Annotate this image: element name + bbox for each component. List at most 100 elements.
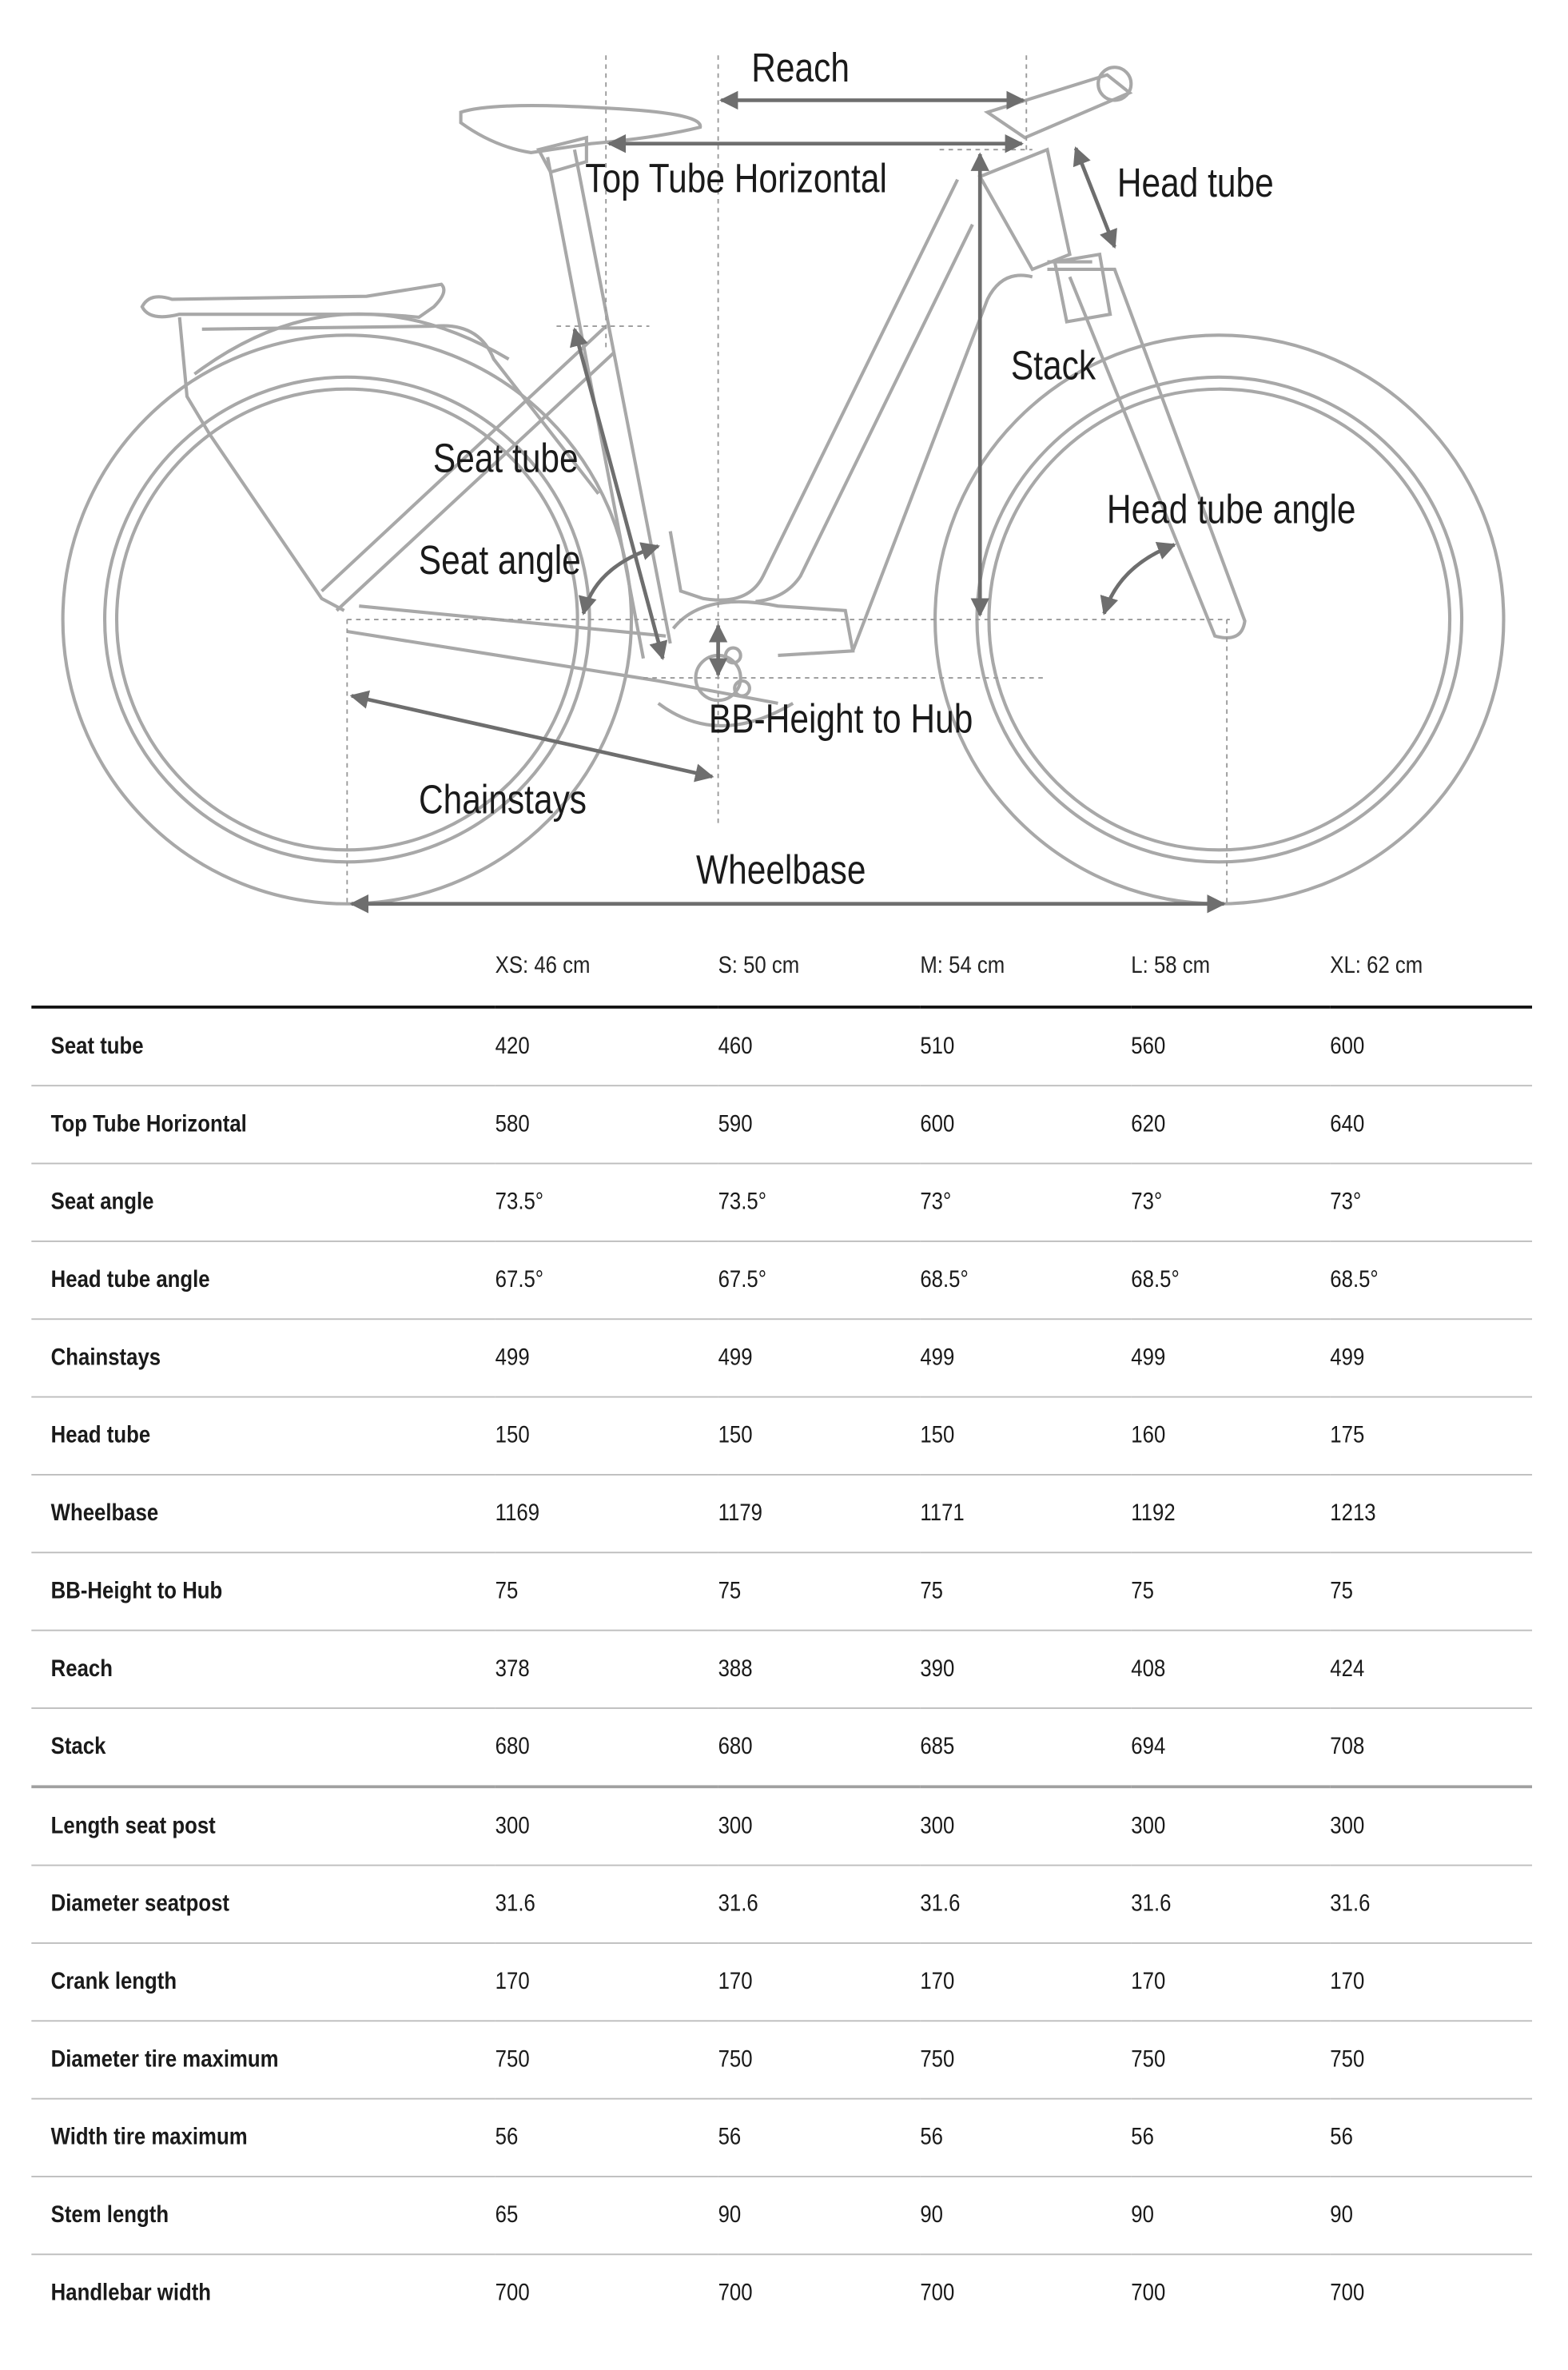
header-text: XL: 62 cm xyxy=(1330,953,1423,979)
table-row: Top Tube Horizontal 580 590 600 620 640 xyxy=(31,1085,1533,1164)
cell-value: 175 xyxy=(1330,1397,1532,1475)
cell-value: 700 xyxy=(1330,2254,1532,2331)
cell-text: 378 xyxy=(495,1655,530,1682)
cell-text: 300 xyxy=(718,1813,753,1838)
header-size-xl: XL: 62 cm xyxy=(1330,928,1532,1007)
cell-value: 68.5° xyxy=(1330,1241,1532,1319)
table-row: Chainstays 499 499 499 499 499 xyxy=(31,1319,1533,1397)
table-row: Head tube angle 67.5° 67.5° 68.5° 68.5° 68.5° xyxy=(31,1241,1533,1320)
cell-value: 390 xyxy=(920,1631,1131,1708)
cell-value: 499 xyxy=(718,1319,921,1396)
cell-text: 75 xyxy=(920,1578,943,1603)
cell-text: 1169 xyxy=(495,1500,540,1526)
seatpost-clamp xyxy=(535,135,588,174)
cell-text: 73.5° xyxy=(718,1189,767,1215)
cell-text: 708 xyxy=(1330,1733,1365,1759)
cell-value: 160 xyxy=(1131,1397,1330,1475)
row-label-text: Width tire maximum xyxy=(50,2124,248,2150)
row-label-text: Handlebar width xyxy=(50,2280,212,2305)
cell-value: 90 xyxy=(718,2177,921,2254)
cell-text: 90 xyxy=(1330,2201,1353,2228)
table-row: BB-Height to Hub 75 75 75 75 75 xyxy=(31,1552,1533,1631)
cell-value: 31.6 xyxy=(1131,1866,1330,1943)
cell-value: 73° xyxy=(920,1164,1131,1241)
label-seat-angle: Seat angle xyxy=(418,538,581,584)
bike-geometry-diagram: Reach Top Tube Horizontal Head tube Stac… xyxy=(0,0,1568,928)
cell-text: 56 xyxy=(1131,2124,1154,2150)
label-head-tube-angle: Head tube angle xyxy=(1106,487,1356,532)
header-text: M: 54 cm xyxy=(920,953,1005,979)
cell-text: 31.6 xyxy=(1330,1890,1371,1917)
cell-text: 750 xyxy=(1330,2046,1365,2072)
label-wheelbase: Wheelbase xyxy=(696,847,866,893)
cell-text: 31.6 xyxy=(1131,1890,1172,1917)
cell-value: 750 xyxy=(1330,2021,1532,2098)
cell-text: 300 xyxy=(920,1813,955,1838)
cell-text: 170 xyxy=(718,1968,753,1994)
cell-text: 499 xyxy=(920,1344,955,1370)
label-chainstays: Chainstays xyxy=(418,777,587,823)
cell-text: 300 xyxy=(495,1813,530,1838)
cell-value: 300 xyxy=(920,1786,1131,1865)
saddle xyxy=(459,104,702,155)
row-label: Reach xyxy=(31,1631,495,1708)
cell-text: 700 xyxy=(1330,2280,1365,2305)
row-label: Length seat post xyxy=(31,1786,495,1865)
row-label: Chainstays xyxy=(31,1319,495,1396)
cell-value: 170 xyxy=(1330,1943,1532,2021)
cell-text: 67.5° xyxy=(495,1266,544,1293)
label-stack: Stack xyxy=(1010,343,1096,388)
head-tube xyxy=(977,147,1072,272)
row-label: Diameter seatpost xyxy=(31,1866,495,1943)
cell-text: 170 xyxy=(495,1968,530,1994)
cell-text: 700 xyxy=(1131,2280,1166,2305)
cell-text: 700 xyxy=(495,2280,530,2305)
chainstays-arrow xyxy=(349,690,714,783)
cell-text: 170 xyxy=(920,1968,955,1994)
cell-text: 90 xyxy=(1131,2201,1154,2228)
header-size-s: S: 50 cm xyxy=(718,928,921,1007)
cell-value: 620 xyxy=(1131,1085,1330,1163)
cell-text: 750 xyxy=(1131,2046,1166,2072)
cell-value: 708 xyxy=(1330,1708,1532,1786)
head-tube-arrow xyxy=(1073,146,1117,249)
table-row: Seat tube 420 460 510 560 600 xyxy=(31,1007,1533,1086)
cell-text: 56 xyxy=(495,2124,519,2150)
cell-value: 424 xyxy=(1330,1631,1532,1708)
fork-steerer xyxy=(1053,252,1112,324)
cell-text: 388 xyxy=(718,1655,753,1682)
cell-text: 390 xyxy=(920,1655,955,1682)
row-label-text: Seat tube xyxy=(50,1033,144,1059)
cell-text: 75 xyxy=(718,1578,742,1603)
table-row: Length seat post 300 300 300 300 300 xyxy=(31,1786,1533,1866)
row-label: Handlebar width xyxy=(31,2254,495,2331)
cell-text: 31.6 xyxy=(920,1890,961,1917)
row-label: Top Tube Horizontal xyxy=(31,1085,495,1163)
cell-value: 750 xyxy=(1131,2021,1330,2098)
cell-value: 150 xyxy=(495,1397,718,1475)
cell-text: 90 xyxy=(718,2201,742,2228)
row-label: Seat angle xyxy=(31,1164,495,1241)
cell-value: 31.6 xyxy=(920,1866,1131,1943)
cell-value: 750 xyxy=(718,2021,921,2098)
cell-value: 580 xyxy=(495,1085,718,1163)
row-label-text: Length seat post xyxy=(50,1813,216,1838)
cell-value: 300 xyxy=(1330,1786,1532,1865)
header-size-xs: XS: 46 cm xyxy=(495,928,718,1007)
cell-text: 694 xyxy=(1131,1733,1166,1759)
cell-text: 499 xyxy=(1131,1344,1166,1370)
cell-text: 68.5° xyxy=(920,1266,969,1293)
row-label-text: Top Tube Horizontal xyxy=(50,1111,247,1137)
cell-value: 75 xyxy=(1131,1552,1330,1630)
label-head-tube: Head tube xyxy=(1116,161,1274,206)
fork xyxy=(1047,267,1247,640)
cell-value: 75 xyxy=(718,1552,921,1630)
cell-text: 31.6 xyxy=(718,1890,758,1917)
cell-value: 56 xyxy=(718,2099,921,2177)
cell-value: 73° xyxy=(1131,1164,1330,1241)
cell-value: 499 xyxy=(1330,1319,1532,1396)
cell-value: 300 xyxy=(1131,1786,1330,1865)
cell-value: 1192 xyxy=(1131,1475,1330,1552)
cell-value: 170 xyxy=(920,1943,1131,2021)
